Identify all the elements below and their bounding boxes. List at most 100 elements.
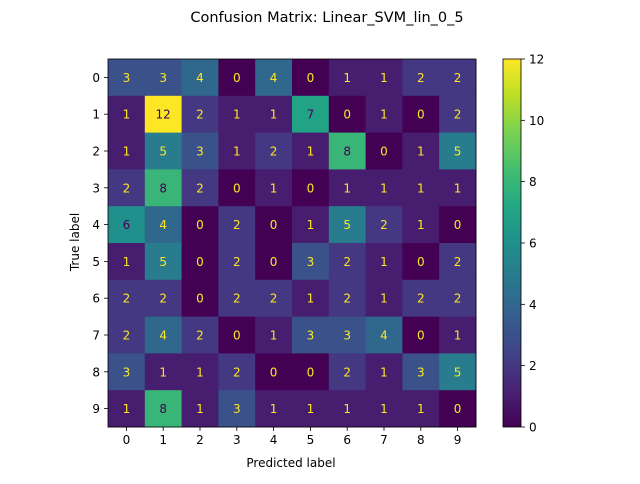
cell-value-label: 1 — [123, 255, 131, 269]
heatmap-cells — [107, 58, 477, 428]
axes-frame — [107, 58, 477, 428]
colorbar-tick-label: 12 — [529, 53, 544, 67]
cell-value-label: 2 — [380, 218, 388, 232]
heatmap-cell — [365, 132, 403, 170]
cell-value-label: 4 — [196, 71, 204, 85]
cell-value-label: 1 — [380, 292, 388, 306]
heatmap-cell — [439, 243, 477, 281]
heatmap-cell — [439, 353, 477, 391]
heatmap-cell — [292, 353, 330, 391]
cell-value-label: 1 — [270, 329, 278, 343]
heatmap-cell — [402, 390, 440, 428]
cell-value-label: 4 — [159, 218, 167, 232]
y-tick-label: 6 — [92, 292, 100, 306]
y-tick-label: 9 — [92, 402, 100, 416]
cell-value-label: 1 — [417, 181, 425, 195]
heatmap-cell — [108, 59, 146, 97]
cell-value-label: 2 — [343, 255, 351, 269]
heatmap-cell — [402, 279, 440, 317]
cell-value-label: 0 — [270, 255, 278, 269]
cell-value-label: 1 — [270, 402, 278, 416]
heatmap-cell — [181, 132, 219, 170]
heatmap-cell — [365, 316, 403, 354]
y-axis-ticks: 0 1 2 3 4 5 6 7 8 9 — [92, 71, 108, 416]
cell-value-label: 0 — [233, 329, 241, 343]
cell-value-label: 1 — [270, 181, 278, 195]
heatmap-cell — [402, 59, 440, 97]
heatmap-cell — [181, 59, 219, 97]
cell-value-label: 3 — [196, 145, 204, 159]
heatmap-cell — [144, 353, 182, 391]
heatmap-cell — [439, 279, 477, 317]
cell-value-label: 1 — [417, 145, 425, 159]
colorbar-tick-label: 0 — [529, 421, 537, 435]
cell-value-label: 1 — [343, 181, 351, 195]
heatmap-cell — [402, 206, 440, 244]
cell-value-label: 2 — [233, 365, 241, 379]
heatmap-cell — [328, 206, 366, 244]
heatmap-cell — [108, 316, 146, 354]
heatmap-cell — [328, 95, 366, 133]
colorbar: 0 2 4 6 8 10 12 — [502, 53, 544, 435]
cell-value-label: 0 — [380, 145, 388, 159]
heatmap-cell — [365, 59, 403, 97]
heatmap-cell — [292, 390, 330, 428]
heatmap-cell — [292, 243, 330, 281]
heatmap-cell — [255, 243, 293, 281]
cell-value-label: 4 — [380, 329, 388, 343]
cell-value-label: 3 — [159, 71, 167, 85]
cell-value-label: 1 — [159, 365, 167, 379]
cell-value-label: 2 — [233, 255, 241, 269]
cell-value-label: 0 — [270, 218, 278, 232]
heatmap-cell — [439, 132, 477, 170]
cell-value-label: 0 — [307, 365, 315, 379]
heatmap-cell — [292, 132, 330, 170]
cell-value-label: 1 — [454, 329, 462, 343]
heatmap-cell — [402, 353, 440, 391]
x-tick-label: 5 — [307, 433, 315, 447]
heatmap-cell — [108, 353, 146, 391]
heatmap-cell — [439, 95, 477, 133]
cell-value-label: 2 — [454, 292, 462, 306]
heatmap-cell — [328, 169, 366, 207]
cell-value-label: 2 — [343, 365, 351, 379]
cell-value-label: 3 — [307, 329, 315, 343]
heatmap-cell — [255, 390, 293, 428]
cell-value-label: 3 — [307, 255, 315, 269]
cell-value-label: 0 — [417, 255, 425, 269]
heatmap-cell — [218, 132, 256, 170]
heatmap-cell — [255, 132, 293, 170]
y-axis-label: True label — [68, 213, 82, 272]
cell-value-label: 2 — [454, 71, 462, 85]
heatmap-cell — [328, 243, 366, 281]
cell-value-label: 0 — [196, 255, 204, 269]
x-tick-label: 9 — [454, 433, 462, 447]
y-tick-label: 2 — [92, 145, 100, 159]
cell-value-label: 1 — [307, 218, 315, 232]
cell-value-label: 1 — [307, 402, 315, 416]
heatmap-cell — [365, 243, 403, 281]
heatmap-cell — [108, 279, 146, 317]
cell-value-label: 1 — [380, 181, 388, 195]
heatmap-cell — [108, 95, 146, 133]
heatmap-cell — [328, 279, 366, 317]
cell-value-label: 0 — [196, 218, 204, 232]
cell-value-label: 0 — [417, 108, 425, 122]
cell-value-label: 1 — [123, 145, 131, 159]
heatmap-cell — [181, 390, 219, 428]
cell-value-label: 3 — [417, 365, 425, 379]
heatmap-cell — [108, 132, 146, 170]
heatmap-cell — [144, 279, 182, 317]
heatmap-cell — [144, 95, 182, 133]
chart-title: Confusion Matrix: Linear_SVM_lin_0_5 — [190, 10, 463, 26]
cell-value-label: 1 — [380, 108, 388, 122]
cell-value-label: 2 — [196, 181, 204, 195]
heatmap-cell — [144, 316, 182, 354]
heatmap-cell — [328, 132, 366, 170]
cell-value-label: 2 — [454, 108, 462, 122]
heatmap-cell — [402, 132, 440, 170]
heatmap-cell — [218, 316, 256, 354]
heatmap-cell — [292, 206, 330, 244]
cell-value-label: 1 — [343, 402, 351, 416]
x-axis-label: Predicted label — [246, 456, 335, 470]
